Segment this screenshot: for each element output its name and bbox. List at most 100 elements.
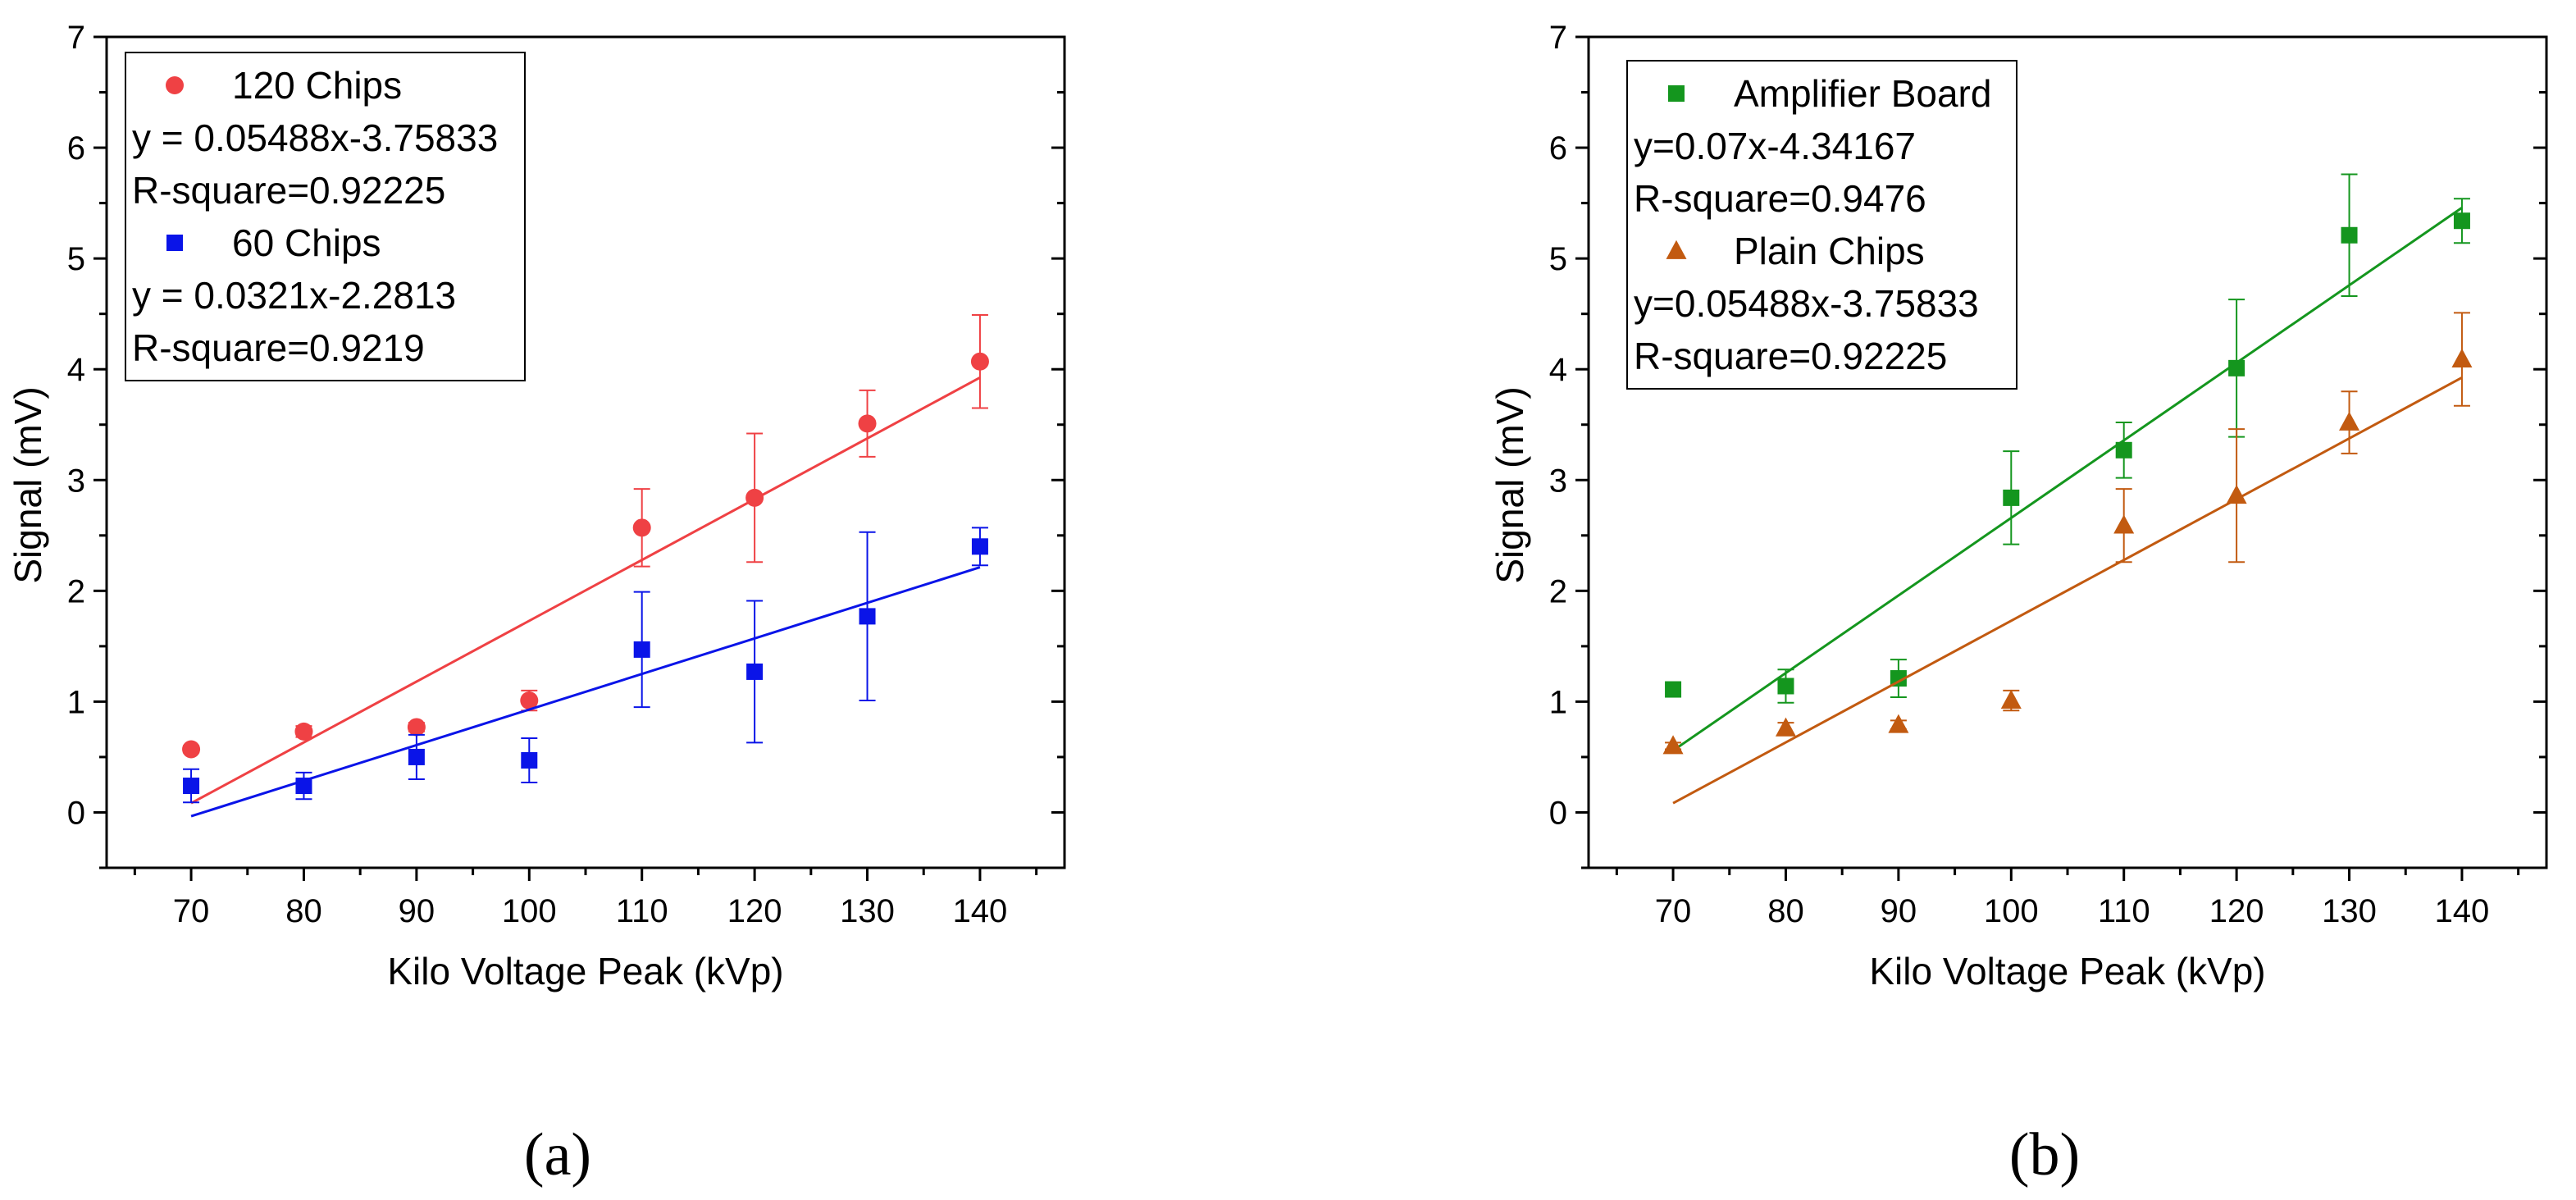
series-120-chips [182,314,989,805]
fit-line [1672,376,2463,805]
data-point [2451,348,2473,367]
legend: 120 Chips y = 0.05488x-3.75833 R-square=0.… [125,52,526,381]
series-plain-chips [1662,312,2473,805]
data-point [633,641,650,658]
fit-line [190,566,981,818]
data-point [1665,681,1682,698]
legend-fit-equation: y = 0.0321x-2.2813 [132,274,456,317]
x-tick-label: 90 [1881,893,1917,929]
legend-box [125,52,526,381]
legend-r-square: R-square=0.9476 [1634,177,1926,220]
data-point [971,538,988,555]
legend-r-square: R-square=0.9219 [132,326,425,369]
legend-r-square: R-square=0.92225 [1634,335,1947,377]
legend-r-square: R-square=0.92225 [132,169,445,212]
data-point [2453,212,2470,230]
legend-marker [166,76,184,94]
y-tick-label: 3 [1549,463,1567,499]
data-point [183,778,200,795]
y-tick-label: 0 [1549,795,1567,831]
x-tick-label: 110 [616,893,668,929]
x-tick-label: 80 [285,893,322,929]
x-tick-label: 100 [1984,893,2039,929]
data-point [970,352,989,371]
y-tick-label: 6 [67,130,85,167]
panel-label: (a) [524,1121,591,1189]
plot-panel-a: 70 80 90 100 110 120 130 140 0 1 2 3 4 5 6 7 Kilo Voltag… [7,20,1066,1189]
y-tick-label: 0 [67,795,85,831]
legend-marker [1668,85,1685,102]
fit-line [1672,206,2463,752]
legend-fit-equation: y=0.05488x-3.75833 [1634,282,1979,325]
x-tick-label: 120 [2209,893,2264,929]
x-tick-label: 90 [399,893,435,929]
y-tick-label: 2 [67,573,85,609]
x-axis-title: Kilo Voltage Peak (kVp) [1869,950,2265,992]
x-tick-label: 70 [1655,893,1692,929]
x-tick-label: 100 [502,893,557,929]
y-tick-label: 5 [1549,241,1567,277]
y-tick-label: 6 [1549,130,1567,167]
data-point [407,718,426,737]
data-point [2003,489,2020,506]
data-point [2339,411,2360,431]
data-point [2341,226,2358,244]
y-tick-label: 7 [67,20,85,56]
x-axis-title: Kilo Voltage Peak (kVp) [387,950,783,992]
legend-fit-equation: y=0.07x-4.34167 [1634,125,1916,167]
y-tick-label: 4 [67,352,85,388]
x-tick-label: 140 [2435,893,2490,929]
legend-fit-equation: y = 0.05488x-3.75833 [132,116,498,159]
data-point [745,488,764,507]
x-tick-label: 120 [727,893,782,929]
x-tick-label: 130 [840,893,895,929]
data-point [521,751,538,769]
legend-marker [166,235,183,251]
data-point [2115,441,2132,459]
legend-series-name: Amplifier Board [1734,72,1991,115]
data-point [520,691,539,710]
data-point [1888,714,1909,733]
x-tick-label: 110 [2098,893,2150,929]
y-tick-label: 1 [67,684,85,720]
x-tick-label: 140 [953,893,1008,929]
y-tick-label: 1 [1549,684,1567,720]
legend: Amplifier Board y=0.07x-4.34167 R-square=0… [1626,60,2017,390]
data-point [746,663,764,680]
fit-line [190,376,981,805]
y-tick-label: 5 [67,241,85,277]
y-tick-label: 3 [67,463,85,499]
legend-series-name: Plain Chips [1734,230,1925,272]
data-point [1662,735,1684,755]
plot-panel-b: 70 80 90 100 110 120 130 140 0 1 2 3 4 5 6 7 Kilo Voltag… [1489,20,2548,1189]
x-tick-label: 130 [2322,893,2377,929]
series-amplifier-board [1665,173,2470,752]
data-point [632,518,651,537]
y-tick-label: 4 [1549,352,1567,388]
y-tick-label: 2 [1549,573,1567,609]
data-point [1777,678,1794,695]
data-point [858,414,877,433]
y-axis-title: Signal (mV) [1489,386,1531,583]
data-point [2000,689,2022,709]
data-point [1775,717,1796,737]
data-point [2226,484,2247,504]
legend-series-name: 120 Chips [232,64,402,107]
series-60-chips [183,527,988,818]
x-tick-label: 70 [173,893,210,929]
y-tick-label: 7 [1549,20,1567,56]
data-point [295,778,312,795]
data-point [859,608,876,625]
legend-marker [1666,240,1687,259]
data-point [2228,359,2245,376]
x-tick-label: 80 [1767,893,1804,929]
data-point [182,740,201,759]
legend-series-name: 60 Chips [232,221,381,264]
y-axis-title: Signal (mV) [7,386,49,583]
data-point [2113,514,2135,534]
data-point [294,722,313,741]
panel-label: (b) [2009,1121,2080,1189]
data-point [408,748,425,765]
legend-box [1626,60,2017,390]
